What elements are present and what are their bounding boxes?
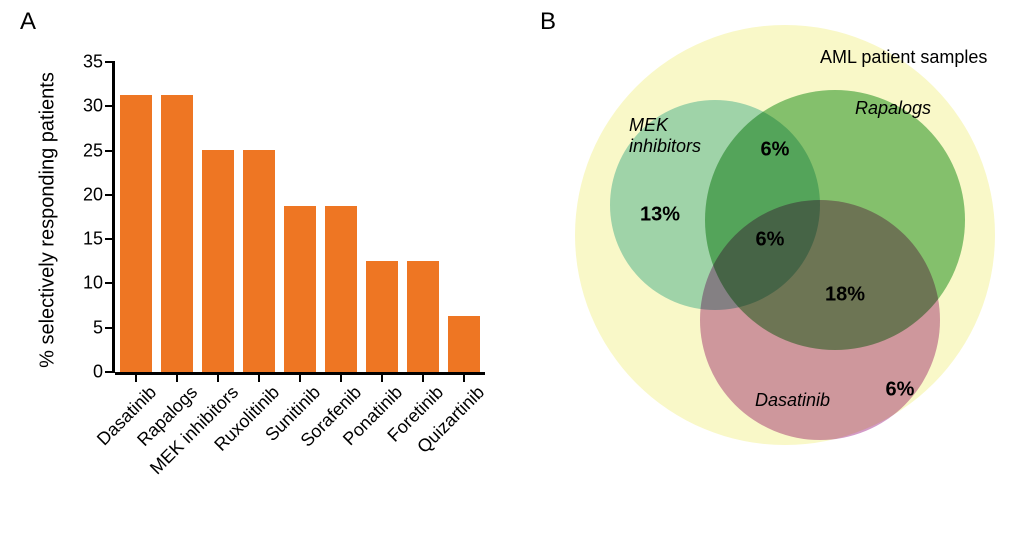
x-tick [299,372,301,382]
x-tick [258,372,260,382]
y-axis-line [112,62,115,372]
figure-root: A % selectively responding patients 0510… [0,0,1023,533]
bar-chart-area: 05101520253035DasatinibRapalogsMEK inhib… [115,62,485,372]
venn-title: AML patient samples [820,47,987,68]
bar [120,95,152,372]
y-tick-label: 25 [83,140,103,161]
bar [325,206,357,373]
x-tick [176,372,178,382]
x-tick [422,372,424,382]
venn-set-label-rapalogs: Rapalogs [855,98,931,119]
panel-b: AML patient samples MEKinhibitors Rapalogs… [545,20,1005,510]
venn-set-label-mek: MEKinhibitors [629,115,701,157]
venn-value-rapalogs_dasatinib: 18% [825,284,865,307]
bar [202,150,234,372]
x-tick [217,372,219,382]
y-tick [105,105,115,107]
x-tick [463,372,465,382]
y-tick-label: 10 [83,273,103,294]
y-tick [105,371,115,373]
x-tick [381,372,383,382]
bar [284,206,316,373]
bar [366,261,398,372]
x-tick [340,372,342,382]
bar [407,261,439,372]
venn-set-label-dasatinib: Dasatinib [755,390,830,411]
y-tick [105,327,115,329]
y-tick [105,61,115,63]
venn-value-mek_rapalogs: 6% [761,139,790,162]
y-tick-label: 0 [93,362,103,383]
y-tick [105,238,115,240]
venn-value-all_three: 6% [756,229,785,252]
y-tick [105,194,115,196]
y-tick-label: 5 [93,317,103,338]
y-tick-label: 30 [83,96,103,117]
x-tick [135,372,137,382]
bar [448,316,480,372]
y-tick-label: 20 [83,184,103,205]
panel-a: % selectively responding patients 051015… [30,20,520,510]
venn-value-mek_only: 13% [640,204,680,227]
y-tick-label: 15 [83,229,103,250]
venn-value-dasatinib_only: 6% [886,379,915,402]
y-axis-label: % selectively responding patients [37,72,60,368]
y-tick-label: 35 [83,52,103,73]
bar [243,150,275,372]
bar [161,95,193,372]
y-tick [105,150,115,152]
y-tick [105,282,115,284]
